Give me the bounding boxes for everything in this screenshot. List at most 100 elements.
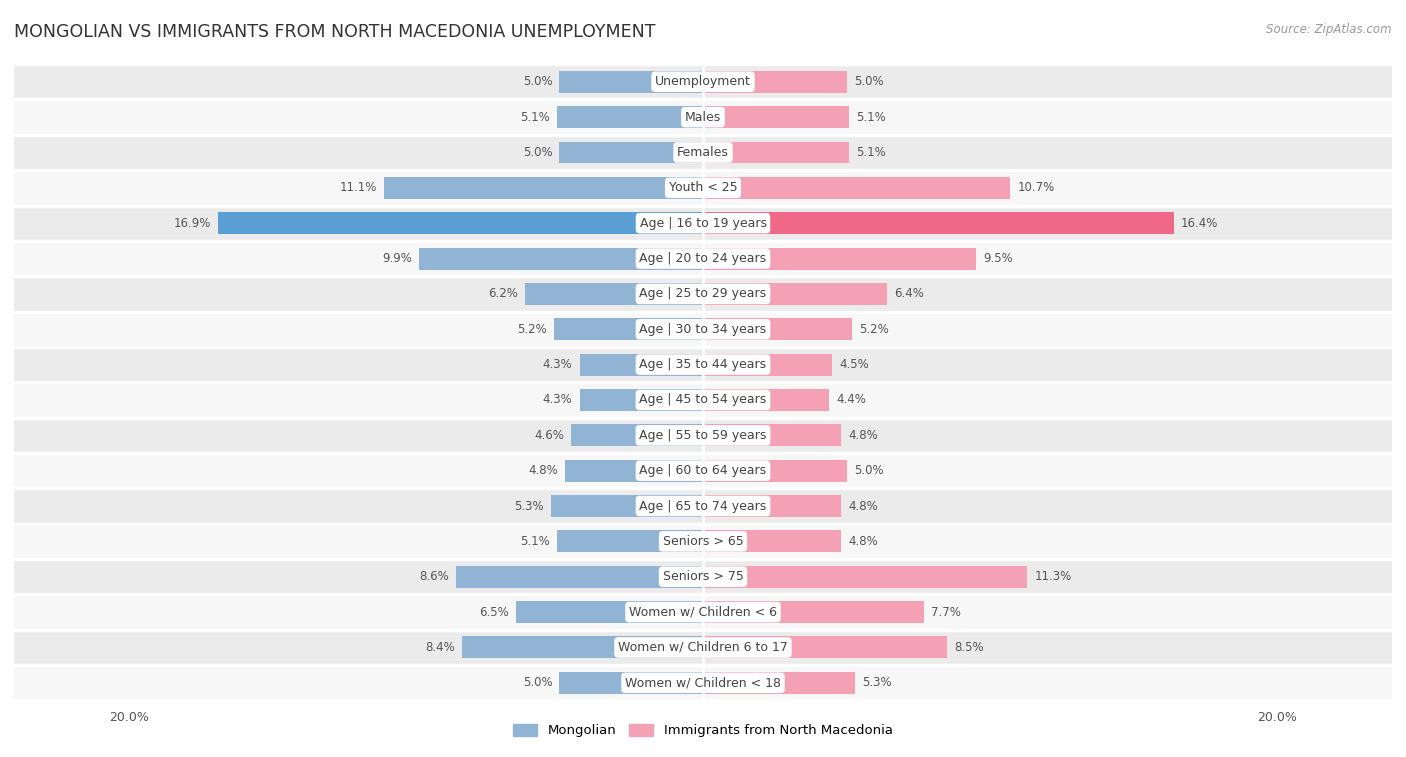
Text: 8.6%: 8.6% [419, 570, 449, 583]
Bar [516, 601, 703, 623]
Text: Youth < 25: Youth < 25 [669, 182, 737, 195]
Bar [14, 276, 1392, 312]
Bar [14, 99, 1392, 135]
Text: Age | 65 to 74 years: Age | 65 to 74 years [640, 500, 766, 512]
Bar [14, 630, 1392, 665]
Bar [551, 495, 703, 517]
Text: Age | 30 to 34 years: Age | 30 to 34 years [640, 322, 766, 336]
Bar [14, 205, 1392, 241]
Bar [703, 565, 1028, 587]
Bar [14, 418, 1392, 453]
Text: 5.0%: 5.0% [523, 676, 553, 690]
Bar [560, 672, 703, 693]
Bar [419, 248, 703, 269]
Text: 16.9%: 16.9% [173, 217, 211, 229]
Text: Age | 20 to 24 years: Age | 20 to 24 years [640, 252, 766, 265]
Legend: Mongolian, Immigrants from North Macedonia: Mongolian, Immigrants from North Macedon… [508, 718, 898, 743]
Text: 5.3%: 5.3% [515, 500, 544, 512]
Bar [703, 531, 841, 553]
Bar [14, 64, 1392, 99]
Bar [703, 389, 830, 411]
Bar [557, 531, 703, 553]
Text: 9.9%: 9.9% [382, 252, 412, 265]
Text: Males: Males [685, 111, 721, 123]
Text: 5.0%: 5.0% [853, 464, 883, 477]
Text: 5.0%: 5.0% [853, 75, 883, 89]
Text: 5.3%: 5.3% [862, 676, 891, 690]
Text: Females: Females [678, 146, 728, 159]
Text: 11.1%: 11.1% [340, 182, 377, 195]
Text: 5.1%: 5.1% [520, 111, 550, 123]
Text: Age | 45 to 54 years: Age | 45 to 54 years [640, 394, 766, 407]
Text: 4.8%: 4.8% [848, 428, 877, 442]
Bar [703, 142, 849, 164]
Bar [14, 665, 1392, 700]
Text: 5.1%: 5.1% [520, 535, 550, 548]
Text: Women w/ Children < 6: Women w/ Children < 6 [628, 606, 778, 618]
Text: 5.2%: 5.2% [517, 322, 547, 336]
Bar [703, 459, 846, 481]
Bar [579, 354, 703, 375]
Text: MONGOLIAN VS IMMIGRANTS FROM NORTH MACEDONIA UNEMPLOYMENT: MONGOLIAN VS IMMIGRANTS FROM NORTH MACED… [14, 23, 655, 41]
Text: Age | 55 to 59 years: Age | 55 to 59 years [640, 428, 766, 442]
Text: 4.4%: 4.4% [837, 394, 866, 407]
Text: 4.3%: 4.3% [543, 394, 572, 407]
Bar [557, 106, 703, 128]
Bar [703, 637, 948, 659]
Text: 4.8%: 4.8% [529, 464, 558, 477]
Text: 4.3%: 4.3% [543, 358, 572, 371]
Text: 5.2%: 5.2% [859, 322, 889, 336]
Bar [14, 559, 1392, 594]
Bar [703, 106, 849, 128]
Text: Seniors > 75: Seniors > 75 [662, 570, 744, 583]
Bar [703, 318, 852, 340]
Text: Age | 25 to 29 years: Age | 25 to 29 years [640, 288, 766, 301]
Text: 4.8%: 4.8% [848, 500, 877, 512]
Bar [571, 425, 703, 447]
Bar [560, 71, 703, 93]
Text: 8.5%: 8.5% [955, 641, 984, 654]
Bar [461, 637, 703, 659]
Text: 6.5%: 6.5% [479, 606, 509, 618]
Text: 5.1%: 5.1% [856, 146, 886, 159]
Bar [703, 354, 832, 375]
Text: 16.4%: 16.4% [1181, 217, 1219, 229]
Text: 9.5%: 9.5% [983, 252, 1012, 265]
Bar [14, 453, 1392, 488]
Text: 7.7%: 7.7% [931, 606, 962, 618]
Text: 4.5%: 4.5% [839, 358, 869, 371]
Text: 4.8%: 4.8% [848, 535, 877, 548]
Text: Age | 35 to 44 years: Age | 35 to 44 years [640, 358, 766, 371]
Bar [565, 459, 703, 481]
Bar [560, 142, 703, 164]
Bar [14, 524, 1392, 559]
Bar [554, 318, 703, 340]
Text: Source: ZipAtlas.com: Source: ZipAtlas.com [1267, 23, 1392, 36]
Bar [703, 601, 924, 623]
Text: Seniors > 65: Seniors > 65 [662, 535, 744, 548]
Text: 8.4%: 8.4% [425, 641, 454, 654]
Text: 6.2%: 6.2% [488, 288, 517, 301]
Text: 6.4%: 6.4% [894, 288, 924, 301]
Bar [703, 212, 1174, 234]
Text: 4.6%: 4.6% [534, 428, 564, 442]
Text: Women w/ Children 6 to 17: Women w/ Children 6 to 17 [619, 641, 787, 654]
Text: 10.7%: 10.7% [1018, 182, 1054, 195]
Bar [579, 389, 703, 411]
Bar [14, 347, 1392, 382]
Bar [14, 488, 1392, 524]
Bar [703, 425, 841, 447]
Text: 11.3%: 11.3% [1035, 570, 1071, 583]
Bar [703, 71, 846, 93]
Bar [14, 594, 1392, 630]
Text: Unemployment: Unemployment [655, 75, 751, 89]
Text: 5.0%: 5.0% [523, 146, 553, 159]
Bar [703, 672, 855, 693]
Text: Age | 16 to 19 years: Age | 16 to 19 years [640, 217, 766, 229]
Bar [384, 177, 703, 199]
Text: 5.1%: 5.1% [856, 111, 886, 123]
Bar [703, 177, 1010, 199]
Bar [703, 495, 841, 517]
Bar [14, 382, 1392, 418]
Bar [218, 212, 703, 234]
